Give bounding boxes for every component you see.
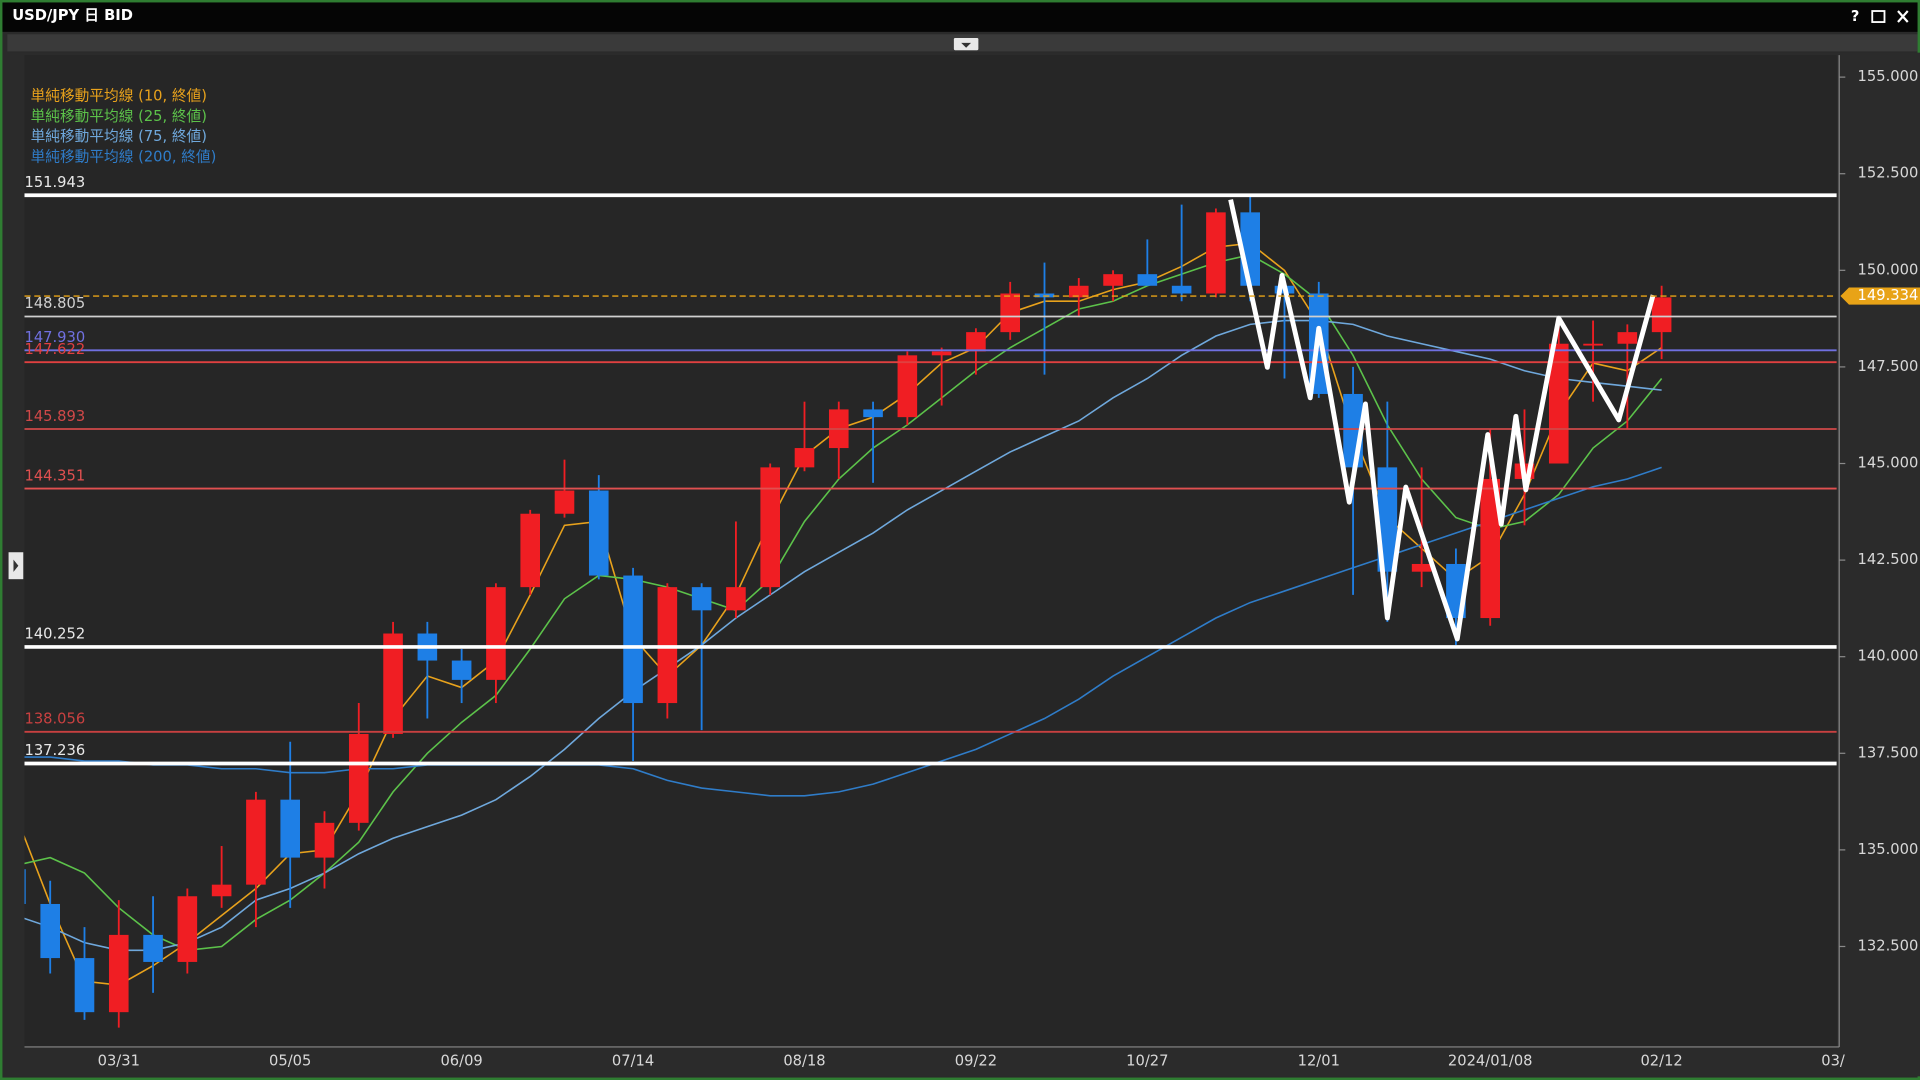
overlay-layer: 132.500 135.000 137.500 140.000 142.500 145.0…	[24, 68, 1920, 1070]
y-tick-label: 147.500	[1858, 358, 1919, 375]
plot-layer	[24, 193, 1837, 1028]
y-tick-label: 137.500	[1858, 744, 1919, 761]
level-label: 140.252	[24, 626, 85, 643]
level-label: 145.893	[24, 408, 85, 425]
candle-body	[897, 355, 918, 418]
candle-body	[794, 448, 815, 468]
candle-body	[1068, 285, 1089, 298]
candle-body	[177, 896, 198, 962]
y-tick-label: 135.000	[1858, 841, 1919, 858]
candle-body	[1377, 467, 1398, 572]
y-tick-label: 155.000	[1858, 68, 1919, 85]
x-tick-label: 08/18	[783, 1053, 825, 1070]
x-tick-label: 05/05	[269, 1053, 311, 1070]
candle-body	[691, 587, 712, 611]
level-label: 151.943	[24, 174, 85, 191]
candle-body	[966, 332, 986, 352]
candle-body	[1411, 563, 1432, 572]
candle-body	[1206, 212, 1226, 294]
candle-body	[1651, 297, 1672, 333]
candle-body	[348, 733, 369, 823]
candle-body	[863, 409, 883, 418]
y-tick-label: 140.000	[1858, 648, 1919, 665]
x-tick-label: 2024/01/08	[1448, 1053, 1533, 1070]
candle-body	[314, 822, 335, 858]
legend-entry: 単純移動平均線 (200, 終値)	[31, 148, 217, 165]
plot-area	[24, 55, 1837, 1047]
candle-body	[623, 575, 643, 704]
candle-body	[143, 934, 163, 962]
y-tick-label: 150.000	[1858, 261, 1919, 278]
candle-body	[74, 958, 95, 1013]
candle-body	[520, 513, 540, 588]
window-title: USD/JPY 日 BID	[12, 7, 133, 24]
candle-body	[486, 587, 506, 680]
level-label: 147.622	[24, 341, 85, 358]
last-price-label: 149.334	[1858, 287, 1919, 304]
legend-entry: 単純移動平均線 (75, 終値)	[31, 128, 207, 145]
close-button[interactable]	[1897, 10, 1909, 23]
x-tick-label: 07/14	[612, 1053, 654, 1070]
candle-body	[1583, 343, 1603, 346]
candle-body	[280, 799, 300, 858]
candle-body	[1617, 332, 1638, 344]
candle-body	[588, 490, 609, 576]
legend-entry: 単純移動平均線 (25, 終値)	[31, 108, 207, 125]
candle-body	[931, 351, 952, 356]
level-label: 144.351	[24, 467, 85, 484]
level-label: 138.056	[24, 711, 85, 728]
candle-body	[211, 884, 232, 897]
candle-body	[1548, 343, 1569, 464]
help-button[interactable]: ?	[1851, 8, 1860, 25]
candle-body	[24, 869, 26, 904]
title-bar	[0, 0, 1920, 32]
x-tick-label: 09/22	[955, 1053, 997, 1070]
level-label: 148.805	[24, 295, 85, 312]
level-label: 147.930	[24, 329, 85, 346]
x-tick-label: 12/01	[1298, 1053, 1340, 1070]
candle-body	[1103, 274, 1123, 286]
candle-body	[1000, 293, 1020, 333]
candle-body	[451, 660, 472, 680]
y-tick-label: 142.500	[1858, 551, 1919, 568]
y-tick-label: 152.500	[1858, 165, 1919, 182]
candle-body	[554, 490, 575, 514]
legend-entry: 単純移動平均線 (10, 終値)	[31, 88, 207, 105]
trend-drawing	[1228, 199, 1656, 642]
level-label: 137.236	[24, 742, 85, 759]
x-tick-label: 03/31	[98, 1053, 140, 1070]
candle-body	[726, 587, 746, 611]
candle-body	[40, 903, 60, 959]
candle-body	[383, 633, 403, 734]
x-tick-label: 02/12	[1640, 1053, 1682, 1070]
candle-body	[657, 587, 678, 704]
y-tick-label: 132.500	[1858, 937, 1919, 954]
maximize-button[interactable]	[1871, 10, 1886, 23]
x-tick-label: 10/27	[1126, 1053, 1168, 1070]
side-panel-icon	[13, 559, 19, 572]
candle-body	[1171, 285, 1192, 294]
candle-body	[760, 467, 780, 588]
candle-body	[108, 934, 129, 1013]
candle-body	[1480, 478, 1500, 619]
candle-body	[246, 799, 266, 885]
x-tick-label: 03/	[1821, 1053, 1845, 1070]
last-price-box	[1840, 287, 1920, 305]
candle-body	[1137, 274, 1158, 286]
y-tick-label: 145.000	[1858, 455, 1919, 472]
collapse-icon	[961, 42, 972, 48]
x-tick-label: 06/09	[440, 1053, 482, 1070]
